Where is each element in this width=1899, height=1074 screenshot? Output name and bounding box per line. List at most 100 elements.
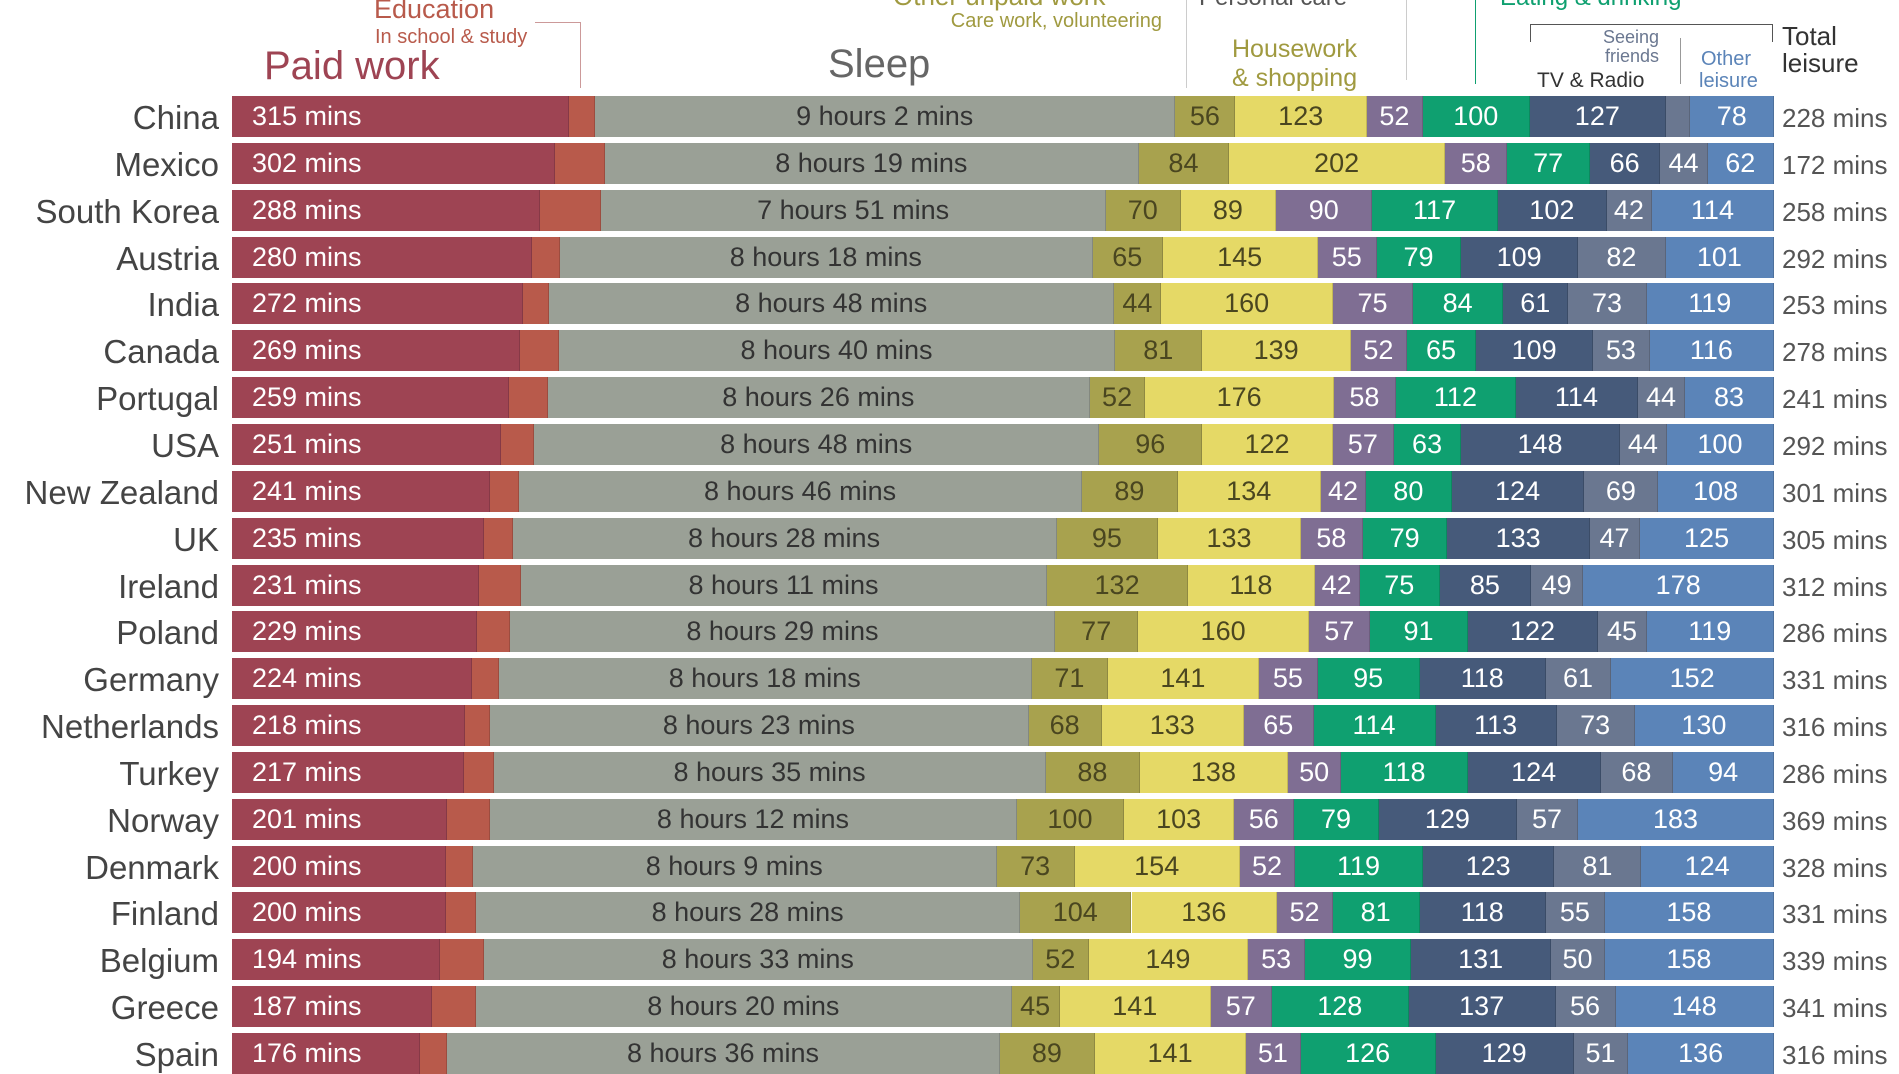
bar-segment-unpaid: 77 (1055, 611, 1138, 653)
data-label: 130 (1681, 710, 1727, 741)
bar-segment-paid: 187 mins (232, 986, 433, 1028)
bar-segment-house: 141 (1107, 658, 1259, 700)
data-label: 90 (1308, 194, 1339, 225)
bar-segment-tv: 123 (1422, 845, 1555, 887)
bar-segment-tv: 122 (1467, 611, 1599, 653)
country-label: India (147, 286, 219, 324)
data-label: 45 (1606, 616, 1637, 647)
bar-segment-other: 130 (1634, 705, 1774, 747)
bar-segment-other: 101 (1665, 236, 1774, 278)
data-label: 141 (1112, 991, 1158, 1022)
bar-segment-paid: 229 mins (232, 611, 478, 653)
bar-segment-personal: 65 (1243, 705, 1314, 747)
data-label: 44 (1646, 382, 1677, 413)
data-label: 100 (1697, 428, 1743, 459)
bar-segment-sleep: 8 hours 20 mins (476, 986, 1012, 1028)
data-label: 218 mins (252, 710, 362, 741)
bar-segment-personal: 57 (1210, 986, 1272, 1028)
data-label: 136 (1181, 897, 1227, 928)
divider-unpaid (1186, 0, 1187, 88)
data-label: 81 (1360, 897, 1391, 928)
bar-segment-eating: 75 (1359, 564, 1440, 606)
bar-segment-friends: 49 (1530, 564, 1584, 606)
data-label: 133 (1495, 522, 1541, 553)
data-label: 45 (1020, 991, 1051, 1022)
bar-segment-paid: 315 mins (232, 96, 570, 137)
bar-segment-personal: 57 (1332, 423, 1394, 465)
bar-segment-friends: 82 (1578, 236, 1666, 278)
data-label: 73 (1580, 710, 1611, 741)
data-label: 148 (1517, 428, 1563, 459)
total-leisure-label: 228 mins (1782, 103, 1888, 133)
bar-segment-edu (509, 377, 548, 419)
bar-segment-personal: 57 (1309, 611, 1371, 653)
data-label: 8 hours 36 mins (626, 1038, 820, 1068)
header-housework-2: & shopping (1232, 64, 1358, 92)
data-label: 100 (1453, 101, 1499, 131)
bar-segment-other: 136 (1628, 1033, 1774, 1074)
bar-segment-other: 108 (1658, 470, 1774, 512)
bar-segment-edu (465, 705, 491, 747)
data-label: 55 (1559, 897, 1590, 928)
bar-segment-other: 83 (1685, 377, 1774, 419)
data-label: 8 hours 23 mins (662, 710, 855, 741)
bar-segment-eating: 84 (1413, 283, 1504, 325)
data-label: 8 hours 40 mins (740, 335, 933, 366)
bar-segment-edu (490, 470, 519, 512)
data-label: 58 (1316, 522, 1347, 553)
bar-segment-unpaid: 70 (1105, 189, 1181, 231)
total-leisure-label: 312 mins (1782, 571, 1888, 602)
bar-segment-house: 145 (1162, 236, 1318, 278)
data-label: 65 (1263, 710, 1294, 741)
data-label: 95 (1091, 522, 1122, 553)
data-label: 108 (1693, 475, 1739, 506)
bar-segment-personal: 90 (1276, 189, 1373, 231)
data-label: 149 (1145, 944, 1191, 975)
bar-row: Greece 187 mins 8 hours 20 mins 45 141 57 128 1… (0, 986, 1899, 1028)
bar-segment-tv: 61 (1503, 283, 1569, 325)
bar-segment-unpaid: 89 (999, 1033, 1096, 1074)
country-label: Belgium (99, 942, 219, 980)
header-personal-care: Personal care (1199, 0, 1347, 10)
total-leisure-label: 292 mins (1782, 430, 1888, 461)
data-label: 117 (1413, 194, 1457, 225)
bar-segment-edu (477, 611, 511, 653)
data-label: 71 (1054, 663, 1085, 694)
data-label: 91 (1403, 616, 1434, 647)
country-label: Norway (107, 801, 219, 839)
data-label: 65 (1425, 335, 1457, 366)
bar-segment-friends: 61 (1545, 658, 1612, 700)
data-label: 119 (1688, 288, 1732, 319)
header-total-2: leisure (1782, 48, 1859, 78)
bar-segment-unpaid: 65 (1092, 236, 1163, 278)
total-leisure-label: 305 mins (1782, 524, 1888, 555)
total-leisure-label: 253 mins (1782, 290, 1888, 321)
bar-row: UK 235 mins 8 hours 28 mins 95 133 58 79 133 47 1… (0, 517, 1899, 559)
bar-segment-house: 176 (1145, 377, 1334, 419)
bar-segment-eating: 91 (1370, 611, 1468, 653)
bar-segment-house: 123 (1235, 96, 1368, 137)
data-label: 160 (1200, 616, 1246, 647)
data-label: 119 (1688, 616, 1732, 647)
data-label: 82 (1606, 241, 1637, 272)
bar-segment-friends: 68 (1600, 751, 1674, 793)
bar-segment-paid: 224 mins (232, 658, 472, 700)
data-label: 229 mins (252, 616, 362, 647)
data-label: 8 hours 20 mins (647, 991, 840, 1022)
data-label: 66 (1609, 147, 1640, 178)
total-leisure-label: 278 mins (1782, 337, 1888, 368)
data-label: 8 hours 19 mins (775, 147, 968, 178)
data-label: 53 (1261, 944, 1292, 975)
data-label: 8 hours 48 mins (735, 288, 928, 319)
data-label: 100 (1047, 803, 1093, 834)
bar-segment-sleep: 8 hours 9 mins (472, 845, 997, 887)
total-leisure-label: 331 mins (1782, 665, 1888, 696)
data-label: 217 mins (252, 756, 362, 787)
data-label: 125 (1684, 522, 1730, 553)
bar-segment-tv: 131 (1410, 939, 1552, 981)
bar-segment-unpaid: 68 (1028, 705, 1102, 747)
bar-segment-sleep: 8 hours 29 mins (510, 611, 1056, 653)
bar-segment-sleep: 8 hours 48 mins (533, 423, 1100, 465)
data-label: 42 (1327, 475, 1359, 506)
bar-segment-tv: 118 (1419, 658, 1546, 700)
